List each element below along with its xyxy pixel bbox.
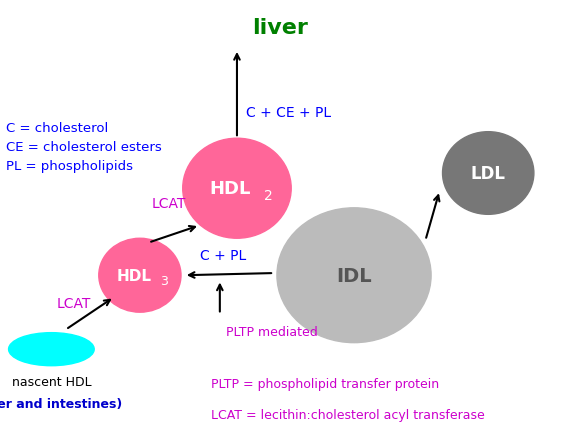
Text: 3: 3 <box>160 275 168 288</box>
Text: PLTP mediated: PLTP mediated <box>226 326 317 339</box>
Text: 2: 2 <box>264 188 273 202</box>
Ellipse shape <box>99 239 181 312</box>
Ellipse shape <box>9 333 94 366</box>
Text: LCAT: LCAT <box>57 297 91 311</box>
Ellipse shape <box>443 132 534 215</box>
Text: liver: liver <box>252 18 308 38</box>
Text: PLTP = phospholipid transfer protein: PLTP = phospholipid transfer protein <box>211 378 440 391</box>
Text: LCAT: LCAT <box>151 197 186 211</box>
Ellipse shape <box>277 208 431 343</box>
Text: nascent HDL: nascent HDL <box>11 375 91 388</box>
Text: C = cholesterol
CE = cholesterol esters
PL = phospholipids: C = cholesterol CE = cholesterol esters … <box>6 122 162 172</box>
Text: C + CE + PL: C + CE + PL <box>246 106 331 120</box>
Ellipse shape <box>183 139 291 239</box>
Text: LCAT = lecithin:cholesterol acyl transferase: LCAT = lecithin:cholesterol acyl transfe… <box>211 408 485 421</box>
Text: HDL: HDL <box>210 180 251 198</box>
Text: IDL: IDL <box>336 266 372 285</box>
Text: HDL: HDL <box>116 268 152 283</box>
Text: LDL: LDL <box>471 164 506 183</box>
Text: (liver and intestines): (liver and intestines) <box>0 397 122 410</box>
Text: C + PL: C + PL <box>200 249 246 263</box>
